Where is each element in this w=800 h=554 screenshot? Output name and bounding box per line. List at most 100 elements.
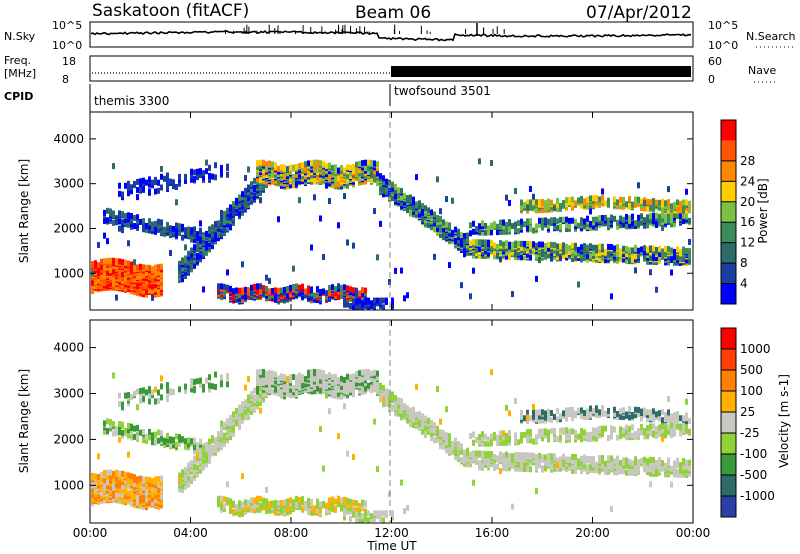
echo-cell bbox=[511, 223, 514, 230]
echo-cell bbox=[583, 198, 586, 205]
echo-cell bbox=[400, 267, 403, 274]
echo-cell bbox=[532, 193, 535, 200]
echo-cell bbox=[658, 199, 661, 206]
echo-cell bbox=[289, 392, 292, 399]
echo-cell bbox=[385, 388, 388, 395]
echo-cell bbox=[628, 256, 631, 263]
echo-cell bbox=[142, 428, 145, 435]
echo-cell bbox=[274, 287, 277, 294]
echo-cell bbox=[280, 392, 283, 399]
echo-cell bbox=[235, 287, 238, 294]
echo-cell bbox=[337, 294, 340, 301]
echo-cell bbox=[379, 510, 382, 517]
echo-cell bbox=[118, 182, 121, 189]
echo-cell bbox=[172, 179, 175, 186]
echo-cell bbox=[277, 375, 280, 382]
echo-cell bbox=[385, 297, 388, 304]
echo-cell bbox=[469, 222, 472, 229]
echo-cell bbox=[298, 372, 301, 379]
echo-cell bbox=[490, 239, 493, 246]
echo-cell bbox=[523, 221, 526, 228]
echo-cell bbox=[562, 200, 565, 207]
echo-cell bbox=[352, 287, 355, 294]
echo-cell bbox=[334, 383, 337, 390]
echo-cell bbox=[391, 181, 394, 188]
echo-cell bbox=[235, 296, 238, 303]
echo-cell bbox=[295, 374, 298, 381]
echo-cell bbox=[145, 283, 148, 290]
echo-cell bbox=[244, 198, 247, 205]
echo-cell bbox=[190, 227, 193, 234]
echo-cell bbox=[172, 442, 175, 449]
echo-cell bbox=[616, 199, 619, 206]
echo-cell bbox=[622, 220, 625, 227]
echo-cell bbox=[487, 225, 490, 232]
echo-cell bbox=[193, 448, 196, 455]
echo-cell bbox=[655, 212, 658, 219]
echo-cell bbox=[220, 164, 223, 171]
echo-cell bbox=[286, 498, 289, 505]
echo-cell bbox=[481, 239, 484, 246]
echo-cell bbox=[274, 505, 277, 512]
echo-cell bbox=[259, 391, 262, 398]
echo-cell bbox=[127, 212, 130, 219]
echo-cell bbox=[121, 191, 124, 198]
echo-cell bbox=[598, 196, 601, 203]
echo-cell bbox=[529, 226, 532, 233]
echo-cell bbox=[643, 200, 646, 207]
echo-cell bbox=[334, 391, 337, 398]
freq-label-line1: Freq. bbox=[4, 54, 31, 67]
echo-cell bbox=[658, 219, 661, 226]
echo-cell bbox=[154, 435, 157, 442]
echo-cell bbox=[115, 219, 118, 226]
echo-cell bbox=[478, 227, 481, 234]
echo-cell bbox=[139, 397, 142, 404]
echo-cell bbox=[547, 222, 550, 229]
echo-cell bbox=[637, 182, 640, 189]
colorbar-tick-label: 8 bbox=[740, 256, 748, 270]
echo-cell bbox=[112, 210, 115, 217]
echo-cell bbox=[250, 181, 253, 188]
echo-cell bbox=[376, 388, 379, 395]
echo-cell bbox=[157, 437, 160, 444]
echo-cell bbox=[223, 283, 226, 290]
echo-cell bbox=[100, 471, 103, 478]
echo-cell bbox=[151, 389, 154, 396]
echo-cell bbox=[256, 495, 259, 502]
echo-cell bbox=[268, 384, 271, 391]
echo-cell bbox=[565, 216, 568, 223]
echo-cell bbox=[103, 485, 106, 492]
echo-cell bbox=[142, 395, 145, 402]
echo-cell bbox=[262, 501, 265, 508]
echo-cell bbox=[193, 378, 196, 385]
echo-cell bbox=[655, 199, 658, 206]
echo-cell bbox=[283, 374, 286, 381]
echo-cell bbox=[343, 496, 346, 503]
echo-cell bbox=[142, 476, 145, 483]
echo-cell bbox=[244, 286, 247, 293]
echo-cell bbox=[112, 284, 115, 291]
echo-cell bbox=[115, 294, 118, 301]
echo-cell bbox=[646, 222, 649, 229]
echo-cell bbox=[583, 243, 586, 250]
echo-cell bbox=[193, 463, 196, 470]
echo-cell bbox=[463, 457, 466, 464]
echo-cell bbox=[244, 412, 247, 419]
echo-cell bbox=[181, 223, 184, 230]
echo-cell bbox=[397, 397, 400, 404]
echo-cell bbox=[298, 497, 301, 504]
echo-cell bbox=[166, 394, 169, 401]
echo-cell bbox=[379, 382, 382, 389]
echo-cell bbox=[172, 183, 175, 190]
echo-cell bbox=[121, 271, 124, 278]
echo-cell bbox=[229, 414, 232, 421]
echo-cell bbox=[202, 174, 205, 181]
echo-cell bbox=[667, 199, 670, 206]
echo-cell bbox=[205, 240, 208, 247]
echo-cell bbox=[214, 226, 217, 233]
echo-cell bbox=[343, 297, 346, 304]
echo-cell bbox=[244, 202, 247, 209]
echo-cell bbox=[433, 253, 436, 260]
echo-cell bbox=[262, 395, 265, 402]
echo-cell bbox=[688, 238, 691, 245]
